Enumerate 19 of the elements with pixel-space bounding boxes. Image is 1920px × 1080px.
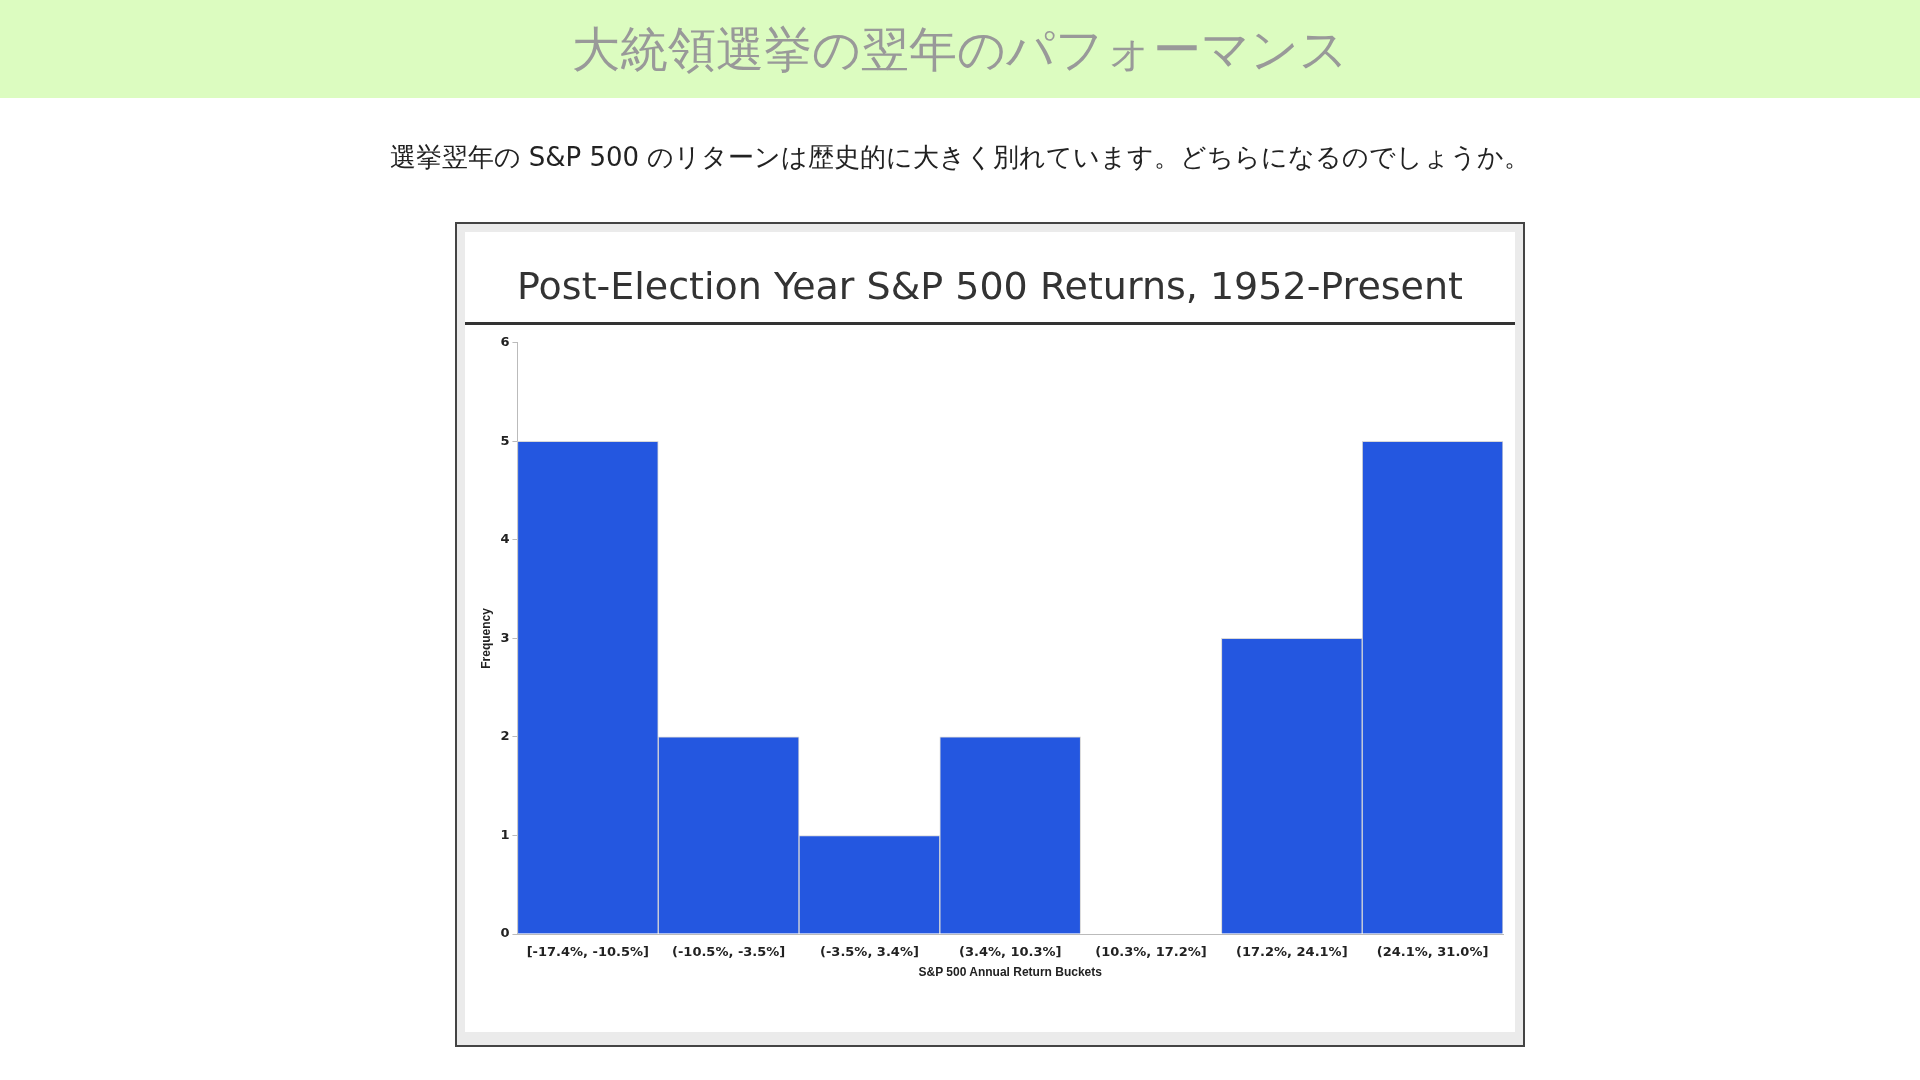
y-tick-label: 3 [500, 629, 510, 645]
x-axis-title: S&P 500 Annual Return Buckets [918, 965, 1103, 980]
y-axis-title: Frequency [478, 607, 493, 669]
x-tick-label: (-10.5%, -3.5%] [671, 944, 786, 960]
y-tick-label: 0 [500, 925, 510, 941]
x-tick-label: (3.4%, 10.3%] [958, 944, 1062, 960]
x-tick-label: (-3.5%, 3.4%] [820, 944, 919, 960]
x-tick-label: (10.3%, 17.2%] [1095, 944, 1207, 960]
chart-subtitle: 選挙翌年の S&P 500 のリターンは歴史的に大きく別れています。どちらになるのでしょうか。 [388, 141, 1532, 174]
y-tick-label: 5 [500, 432, 510, 448]
text: Post-Election Year S&P 500 Returns, 1952-Present [516, 264, 1464, 308]
y-tick-label: 6 [500, 334, 510, 350]
x-tick-label: [-17.4%, -10.5%] [526, 944, 650, 960]
y-tick-label: 2 [500, 728, 510, 744]
x-tick-label: (17.2%, 24.1%] [1236, 944, 1348, 960]
y-tick-label: 4 [500, 531, 510, 547]
chart-title: 大統領選挙の翌年のパフォーマンス [0, 0, 1920, 98]
y-tick-label: 1 [500, 826, 510, 842]
x-tick-label: (24.1%, 31.0%] [1376, 944, 1489, 960]
